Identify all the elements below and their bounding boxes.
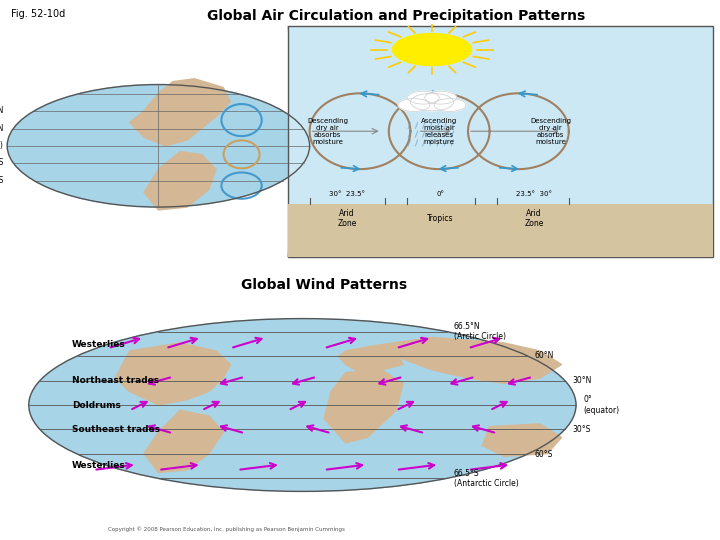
Circle shape	[392, 33, 472, 65]
Polygon shape	[374, 338, 562, 383]
Circle shape	[434, 99, 466, 111]
Circle shape	[425, 91, 456, 104]
Text: 30°N: 30°N	[0, 124, 4, 133]
Text: 0°(equator): 0°(equator)	[0, 141, 4, 150]
Text: Southeast trades: Southeast trades	[72, 424, 160, 434]
Text: 0°: 0°	[436, 191, 445, 197]
Circle shape	[410, 93, 454, 111]
Text: Descending
dry air
absorbs
moisture: Descending dry air absorbs moisture	[531, 118, 571, 145]
Circle shape	[7, 85, 310, 207]
Text: Descending
dry air
absorbs
moisture: Descending dry air absorbs moisture	[307, 118, 348, 145]
Circle shape	[408, 91, 439, 104]
Text: 30°S: 30°S	[572, 424, 590, 434]
Text: 23.5°  30°: 23.5° 30°	[516, 191, 552, 197]
Ellipse shape	[29, 319, 576, 491]
Circle shape	[398, 99, 430, 111]
Text: 60°N: 60°N	[534, 351, 554, 360]
Text: 30°N: 30°N	[572, 376, 592, 386]
Text: 60°S: 60°S	[534, 450, 553, 459]
Polygon shape	[130, 79, 230, 146]
Text: Arid
Zone: Arid Zone	[525, 209, 544, 228]
Polygon shape	[324, 370, 403, 443]
Polygon shape	[144, 410, 223, 472]
Text: Doldrums: Doldrums	[72, 401, 121, 409]
Text: Fig. 52-10d: Fig. 52-10d	[11, 9, 65, 19]
Text: Tropics: Tropics	[428, 214, 454, 223]
Text: Westerlies: Westerlies	[72, 461, 126, 470]
Polygon shape	[144, 152, 216, 210]
Text: Global Wind Patterns: Global Wind Patterns	[241, 278, 407, 292]
Text: 30°  23.5°: 30° 23.5°	[329, 191, 365, 197]
Text: Global Air Circulation and Precipitation Patterns: Global Air Circulation and Precipitation…	[207, 9, 585, 23]
Polygon shape	[338, 346, 403, 373]
Text: 66.5°N
(Arctic Circle): 66.5°N (Arctic Circle)	[454, 322, 505, 341]
Text: Westerlies: Westerlies	[72, 340, 126, 349]
Text: 60°N: 60°N	[0, 106, 4, 116]
FancyBboxPatch shape	[288, 26, 713, 256]
Polygon shape	[115, 343, 230, 405]
FancyBboxPatch shape	[288, 204, 713, 256]
Polygon shape	[482, 424, 562, 456]
Text: 66.5°S
(Antarctic Circle): 66.5°S (Antarctic Circle)	[454, 469, 518, 488]
Text: 0°
(equator): 0° (equator)	[583, 395, 619, 415]
Text: 60°S: 60°S	[0, 176, 4, 185]
Text: Northeast trades: Northeast trades	[72, 376, 159, 386]
Text: 30°S: 30°S	[0, 158, 4, 167]
Text: Copyright © 2008 Pearson Education, Inc. publishing as Pearson Benjamin Cummings: Copyright © 2008 Pearson Education, Inc.…	[108, 526, 345, 532]
Text: Ascending
moist air
releases
moisture: Ascending moist air releases moisture	[421, 118, 457, 145]
Text: Arid
Zone: Arid Zone	[338, 209, 356, 228]
